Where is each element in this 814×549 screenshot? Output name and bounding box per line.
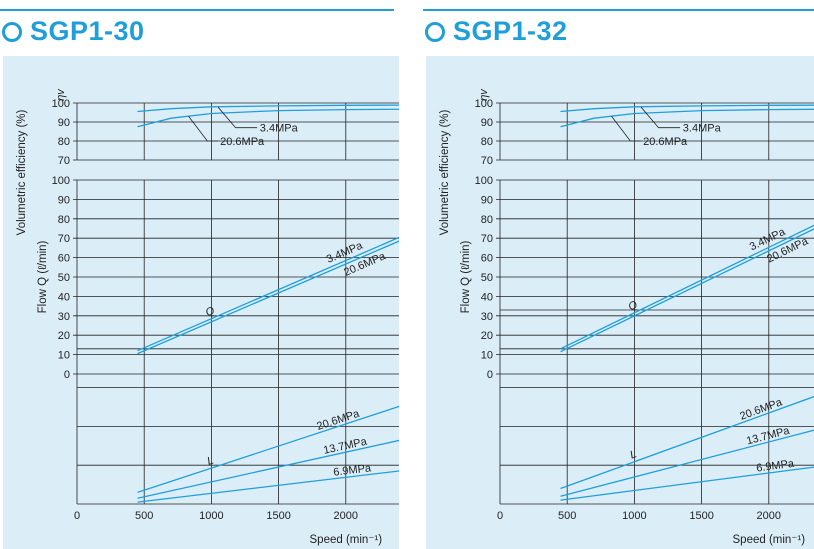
leader-line	[640, 106, 681, 129]
tick-label: 80	[58, 214, 70, 226]
input-line	[560, 429, 814, 497]
tick-label: 100	[52, 98, 70, 110]
y-axis-label-flow: Flow Q (ℓ/min)	[37, 240, 49, 313]
tick-label: 80	[58, 136, 70, 148]
tick-label: 70	[58, 155, 70, 167]
tick-label: 10	[58, 350, 70, 362]
tick-label: 0	[74, 510, 80, 522]
tick-label: 50	[58, 272, 70, 284]
tick-label: 30	[481, 311, 493, 323]
tick-label: 2000	[334, 510, 358, 522]
tick-label: 60	[481, 253, 493, 265]
tick-label: 100	[475, 98, 493, 110]
input-line	[137, 470, 399, 503]
tick-label: 1500	[689, 510, 713, 522]
tick-label: 20	[58, 330, 70, 342]
annotation-label: 20.6MPa	[220, 136, 265, 148]
chart-header-right: SGP1-32	[425, 16, 568, 47]
tick-label: 80	[481, 214, 493, 226]
chart-title: SGP1-30	[30, 16, 145, 46]
tick-label: 90	[481, 117, 493, 129]
tick-label: 2000	[757, 510, 781, 522]
chart-header-left: SGP1-30	[2, 16, 145, 47]
y-axis-label-efficiency: Volumetric efficiency (%)	[439, 109, 451, 235]
input-line	[560, 395, 814, 490]
efficiency-symbol: ηv	[478, 88, 490, 101]
annotation-label: 6.9MPa	[756, 458, 796, 475]
annotation-label: 3.4MPa	[260, 123, 299, 135]
tick-label: 1500	[266, 510, 290, 522]
x-axis-label: Speed (min⁻¹)	[310, 534, 383, 546]
tick-label: 0	[64, 369, 70, 381]
performance-chart-sgp1-30: 7080901000102030405060708090100010203040…	[3, 56, 399, 549]
annotation-label: L	[628, 448, 638, 461]
x-axis-label: Speed (min⁻¹)	[733, 534, 806, 546]
tick-label: 70	[58, 233, 70, 245]
annotation-label: 6.9MPa	[333, 462, 373, 478]
efficiency-curve	[560, 108, 814, 128]
leader-line	[188, 116, 219, 142]
tick-label: 90	[481, 194, 493, 206]
input-line	[137, 439, 399, 499]
annotation-label: 20.6MPa	[643, 136, 688, 148]
circle-bullet-icon	[425, 21, 445, 42]
input-line	[137, 405, 399, 494]
tick-label: 30	[58, 311, 70, 323]
efficiency-curve	[137, 104, 399, 113]
tick-label: 0	[497, 510, 503, 522]
flow-line	[560, 224, 814, 350]
tick-label: 70	[481, 233, 493, 245]
circle-bullet-icon	[2, 21, 22, 42]
flow-line	[137, 240, 399, 355]
tick-label: 500	[558, 510, 576, 522]
chart-title: SGP1-32	[453, 16, 568, 46]
tick-label: 100	[52, 175, 70, 187]
input-line	[560, 466, 814, 501]
annotation-label: 3.4MPa	[683, 123, 722, 135]
tick-label: 1000	[199, 510, 223, 522]
tick-label: 90	[58, 117, 70, 129]
tick-label: 80	[481, 136, 493, 148]
title-rule-right	[423, 9, 814, 11]
leader-line	[611, 116, 642, 142]
tick-label: 40	[481, 291, 493, 303]
y-axis-label-efficiency: Volumetric efficiency (%)	[16, 109, 28, 235]
panel-background	[3, 56, 399, 549]
tick-label: 50	[481, 272, 493, 284]
tick-label: 0	[487, 369, 493, 381]
efficiency-curve	[137, 108, 399, 128]
efficiency-curve	[560, 104, 814, 113]
efficiency-symbol: ηv	[55, 88, 67, 101]
tick-label: 500	[135, 510, 153, 522]
performance-chart-sgp1-32: 7080901000102030405060708090100010203040…	[426, 56, 814, 549]
tick-label: 60	[58, 253, 70, 265]
leader-line	[217, 106, 258, 129]
tick-label: 70	[481, 155, 493, 167]
tick-label: 20	[481, 330, 493, 342]
tick-label: 90	[58, 194, 70, 206]
tick-label: 100	[475, 175, 493, 187]
tick-label: 10	[481, 350, 493, 362]
tick-label: 40	[58, 291, 70, 303]
title-rule-left	[0, 9, 394, 11]
flow-line	[137, 236, 399, 352]
y-axis-label-flow: Flow Q (ℓ/min)	[460, 240, 472, 313]
annotation-label: L	[206, 455, 216, 468]
flow-line	[560, 228, 814, 353]
tick-label: 1000	[622, 510, 646, 522]
